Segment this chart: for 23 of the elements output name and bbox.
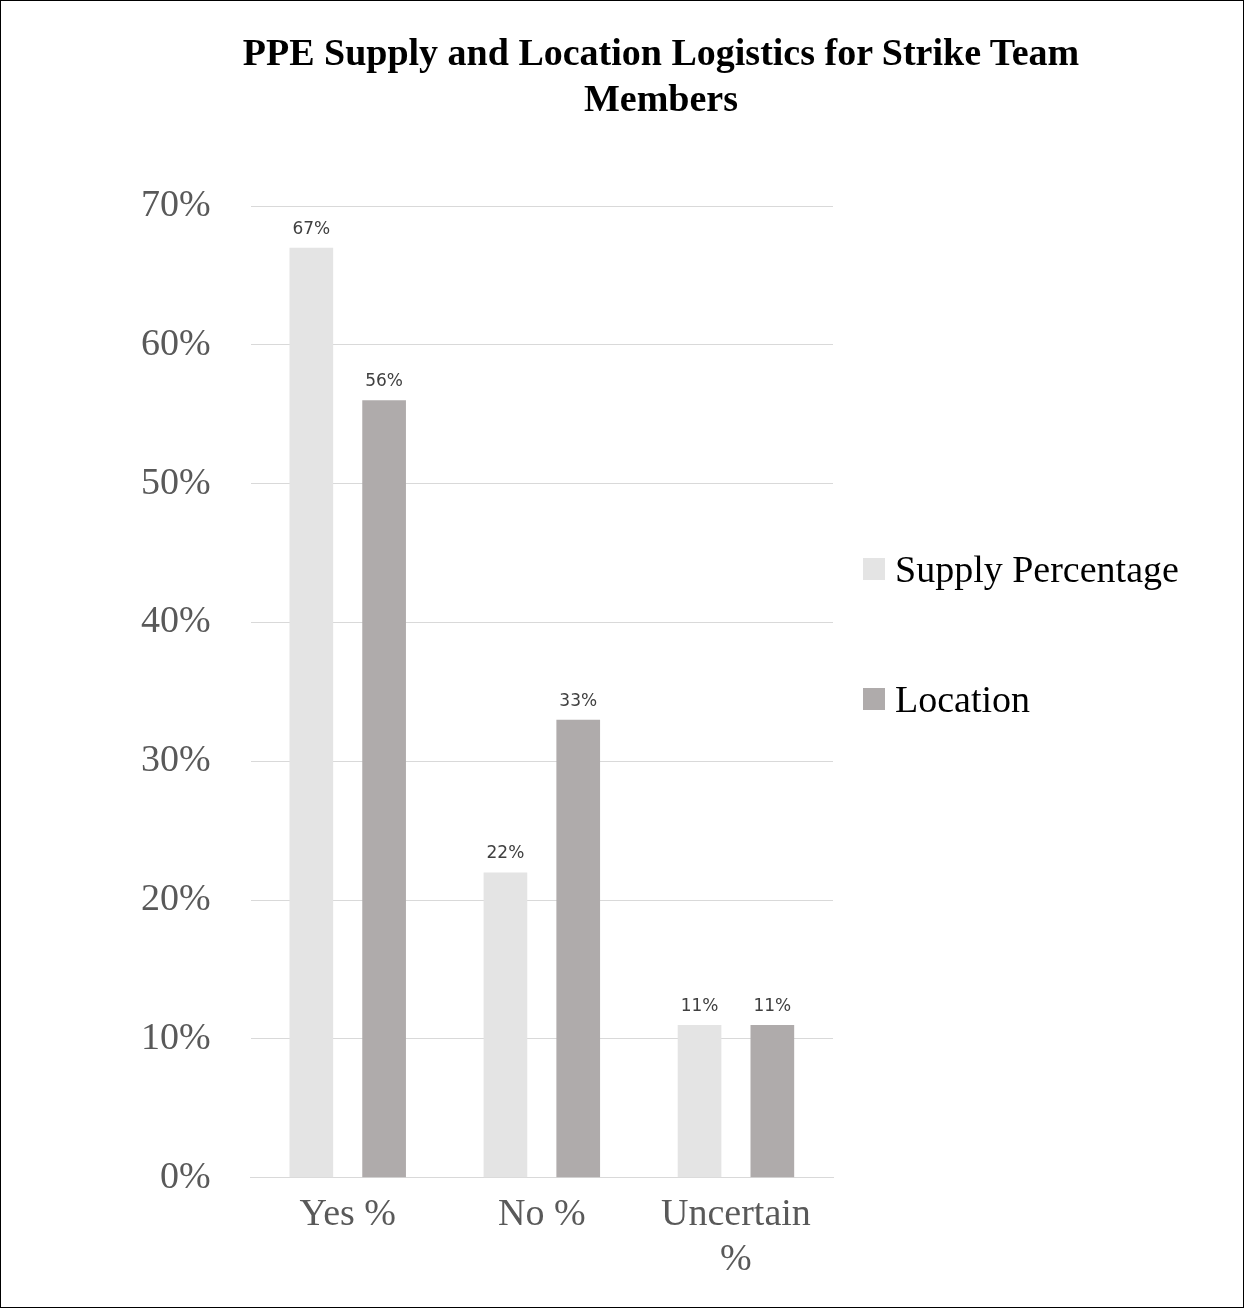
x-tick-label: Yes % (299, 1190, 396, 1233)
data-label: 56% (365, 370, 404, 391)
bar (556, 719, 601, 1178)
x-tick-label: No % (498, 1190, 586, 1233)
y-tick-label: 40% (141, 598, 211, 641)
y-tick-label: 30% (141, 737, 211, 780)
x-tick-label: Uncertain % (661, 1190, 811, 1279)
data-label: 11% (753, 995, 792, 1016)
data-label: 11% (680, 995, 719, 1016)
y-tick-label: 60% (141, 320, 211, 363)
data-label: 33% (559, 689, 598, 710)
y-tick-label: 10% (141, 1014, 211, 1057)
legend-label: Location (895, 677, 1031, 721)
y-tick-label: 0% (160, 1153, 211, 1196)
bar (362, 400, 406, 1178)
data-label: 22% (486, 842, 525, 863)
y-tick-label: 20% (141, 876, 211, 919)
bar (750, 1025, 795, 1178)
y-tick-label: 70% (141, 181, 211, 224)
legend-label: Supply Percentage (895, 547, 1179, 591)
data-label: 67% (292, 217, 331, 238)
y-tick-label: 50% (141, 459, 211, 502)
chart-title: PPE Supply and Location Logistics for Strike Team Members (241, 30, 1081, 121)
